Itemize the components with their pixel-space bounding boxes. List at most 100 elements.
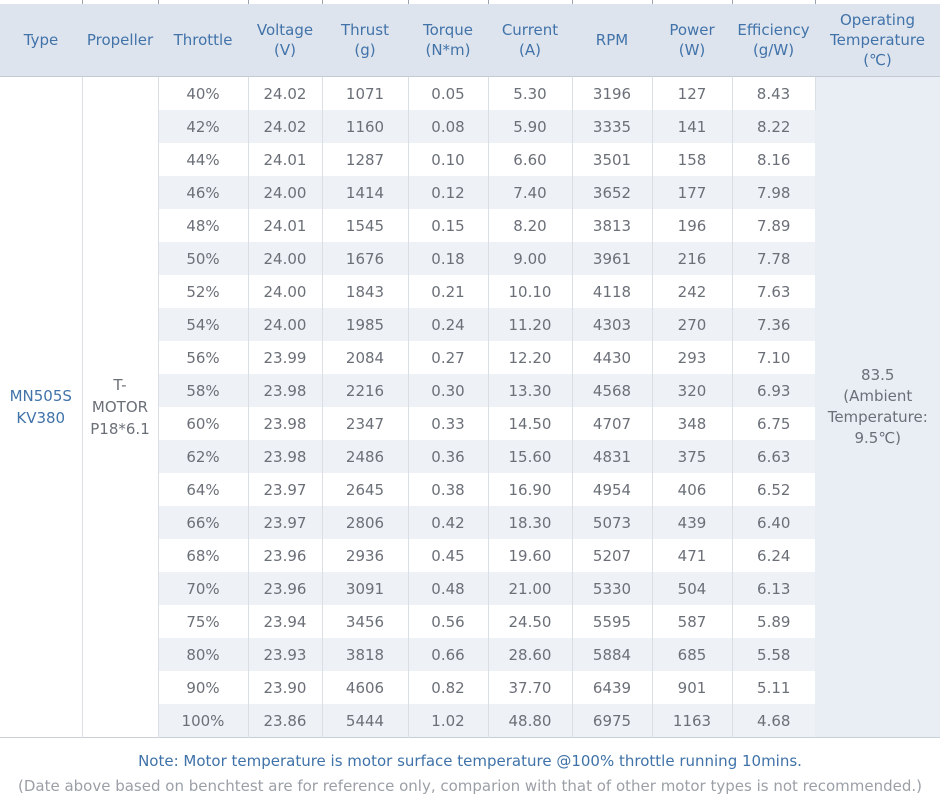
torque-cell: 0.38 [408, 473, 489, 506]
table-row: 64% 23.97 2645 0.38 16.90 4954 406 6.52 [0, 473, 940, 506]
rpm-cell: 3196 [572, 76, 653, 110]
voltage-cell: 24.00 [248, 242, 323, 275]
column-header-propeller: Propeller [82, 4, 158, 77]
throttle-cell: 58% [158, 374, 249, 407]
table-row: 60% 23.98 2347 0.33 14.50 4707 348 6.75 [0, 407, 940, 440]
column-header-power: Power (W) [652, 4, 732, 77]
rpm-cell: 6975 [572, 704, 653, 738]
power-cell: 587 [652, 605, 733, 638]
torque-cell: 0.27 [408, 341, 489, 374]
table-row: 62% 23.98 2486 0.36 15.60 4831 375 6.63 [0, 440, 940, 473]
voltage-cell: 23.97 [248, 506, 323, 539]
power-cell: 685 [652, 638, 733, 671]
rpm-cell: 3961 [572, 242, 653, 275]
voltage-cell: 23.98 [248, 440, 323, 473]
thrust-cell: 1287 [322, 143, 409, 176]
voltage-cell: 24.00 [248, 308, 323, 341]
table-row: 44% 24.01 1287 0.10 6.60 3501 158 8.16 [0, 143, 940, 176]
current-cell: 12.20 [488, 341, 573, 374]
spacer-cell [815, 0, 940, 4]
column-header-current: Current (A) [488, 4, 572, 77]
thrust-cell: 2645 [322, 473, 409, 506]
voltage-cell: 23.93 [248, 638, 323, 671]
table-row: 100% 23.86 5444 1.02 48.80 6975 1163 4.68 [0, 704, 940, 738]
efficiency-cell: 7.89 [732, 209, 815, 242]
thrust-cell: 4606 [322, 671, 409, 704]
torque-cell: 0.82 [408, 671, 489, 704]
throttle-cell: 40% [158, 76, 249, 110]
rpm-cell: 4430 [572, 341, 653, 374]
torque-cell: 0.36 [408, 440, 489, 473]
voltage-cell: 23.98 [248, 374, 323, 407]
thrust-cell: 3456 [322, 605, 409, 638]
voltage-cell: 24.00 [248, 176, 323, 209]
efficiency-cell: 7.63 [732, 275, 815, 308]
table-row: 50% 24.00 1676 0.18 9.00 3961 216 7.78 [0, 242, 940, 275]
thrust-cell: 1414 [322, 176, 409, 209]
throttle-cell: 100% [158, 704, 249, 738]
current-cell: 6.60 [488, 143, 573, 176]
propeller-cell: T-MOTOR P18*6.1 [82, 76, 159, 738]
rpm-cell: 5595 [572, 605, 653, 638]
efficiency-cell: 7.10 [732, 341, 815, 374]
power-cell: 242 [652, 275, 733, 308]
power-cell: 504 [652, 572, 733, 605]
power-cell: 141 [652, 110, 733, 143]
power-cell: 406 [652, 473, 733, 506]
current-cell: 8.20 [488, 209, 573, 242]
table-row: 46% 24.00 1414 0.12 7.40 3652 177 7.98 [0, 176, 940, 209]
torque-cell: 0.48 [408, 572, 489, 605]
spacer-cell [322, 0, 409, 4]
efficiency-cell: 5.11 [732, 671, 815, 704]
torque-cell: 0.56 [408, 605, 489, 638]
voltage-cell: 23.96 [248, 572, 323, 605]
current-cell: 48.80 [488, 704, 573, 738]
rpm-cell: 5884 [572, 638, 653, 671]
table-row: MN505S KV380 T-MOTOR P18*6.1 40% 24.02 1071 0.0… [0, 76, 940, 738]
rpm-cell: 3501 [572, 143, 653, 176]
type-cell: MN505S KV380 [0, 76, 83, 738]
torque-cell: 0.12 [408, 176, 489, 209]
power-cell: 375 [652, 440, 733, 473]
throttle-cell: 70% [158, 572, 249, 605]
thrust-cell: 3091 [322, 572, 409, 605]
note-secondary: (Date above based on benchtest are for r… [17, 777, 922, 795]
throttle-cell: 60% [158, 407, 249, 440]
power-cell: 127 [652, 76, 733, 110]
spacer-cell [248, 0, 323, 4]
rpm-cell: 5330 [572, 572, 653, 605]
throttle-cell: 46% [158, 176, 249, 209]
efficiency-cell: 6.52 [732, 473, 815, 506]
column-header-torque: Torque (N*m) [408, 4, 488, 77]
voltage-cell: 23.86 [248, 704, 323, 738]
torque-cell: 0.10 [408, 143, 489, 176]
table-row: 70% 23.96 3091 0.48 21.00 5330 504 6.13 [0, 572, 940, 605]
throttle-cell: 50% [158, 242, 249, 275]
current-cell: 9.00 [488, 242, 573, 275]
throttle-cell: 90% [158, 671, 249, 704]
table-top-border-row [0, 0, 940, 4]
column-header-voltage: Voltage (V) [248, 4, 322, 77]
torque-cell: 0.24 [408, 308, 489, 341]
rpm-cell: 5073 [572, 506, 653, 539]
current-cell: 21.00 [488, 572, 573, 605]
efficiency-cell: 6.93 [732, 374, 815, 407]
column-header-operating_temperature: Operating Temperature (℃) [815, 4, 940, 77]
current-cell: 5.90 [488, 110, 573, 143]
throttle-cell: 62% [158, 440, 249, 473]
thrust-cell: 2216 [322, 374, 409, 407]
current-cell: 14.50 [488, 407, 573, 440]
torque-cell: 0.30 [408, 374, 489, 407]
table-row: 80% 23.93 3818 0.66 28.60 5884 685 5.58 [0, 638, 940, 671]
operating-temperature-cell: 83.5 (Ambient Temperature: 9.5℃) [815, 76, 940, 738]
power-cell: 216 [652, 242, 733, 275]
spacer-cell [732, 0, 816, 4]
table-notes: Note: Motor temperature is motor surface… [0, 738, 940, 796]
rpm-cell: 4568 [572, 374, 653, 407]
rpm-cell: 4831 [572, 440, 653, 473]
thrust-cell: 1843 [322, 275, 409, 308]
thrust-cell: 3818 [322, 638, 409, 671]
power-cell: 320 [652, 374, 733, 407]
power-cell: 439 [652, 506, 733, 539]
